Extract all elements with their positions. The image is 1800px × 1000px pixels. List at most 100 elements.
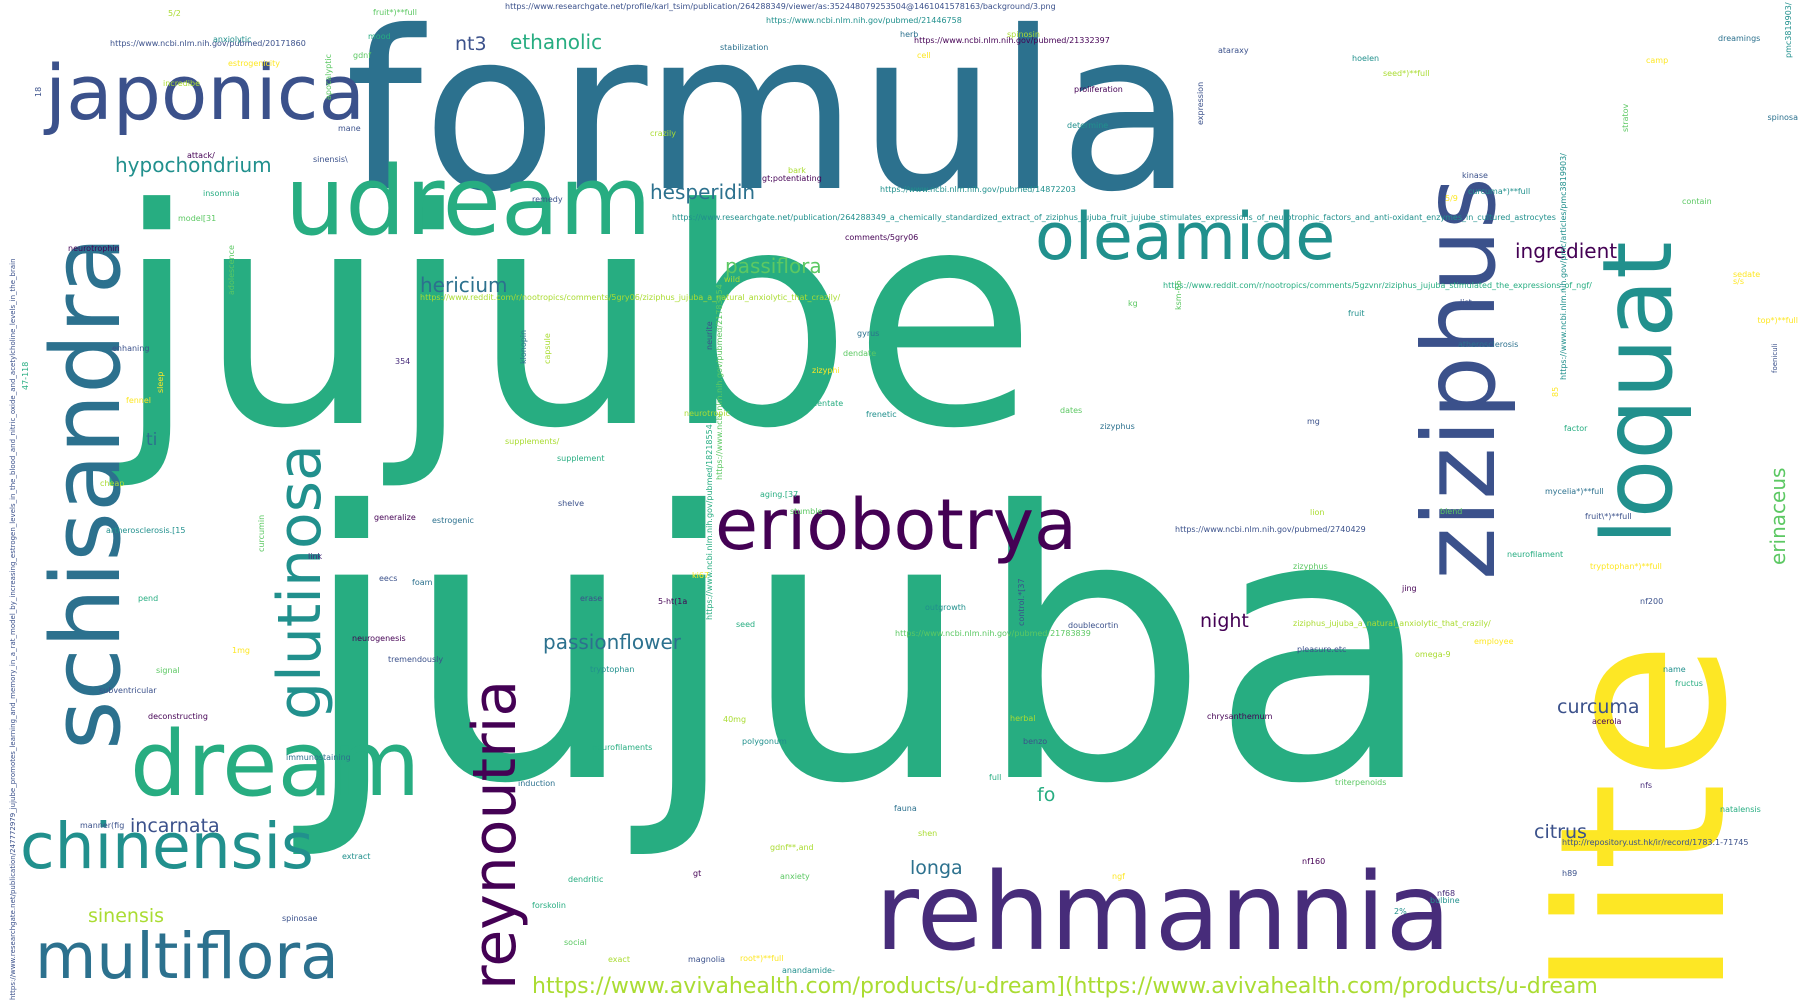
word-0: jujube (115, 145, 1037, 494)
word-56: estrogenicity (228, 59, 281, 68)
word-193: 2% (1394, 907, 1407, 916)
word-8: japonica (45, 48, 366, 137)
word-26: erinaceus (1766, 467, 1790, 565)
word-23: hericium (420, 273, 508, 297)
word-153: root*)**full (740, 954, 784, 963)
word-9: rehmannia (875, 851, 1452, 975)
word-111: cheap (100, 479, 125, 488)
word-93: ksm-66 (1174, 280, 1183, 310)
word-36: https://www.ncbi.nlm.nih.gov/pubmed/2144… (766, 16, 962, 25)
word-189: pmc3819903/ (1784, 2, 1793, 58)
word-67: proliferation (1074, 85, 1123, 94)
word-104: spinosa (1767, 113, 1798, 122)
word-182: blend (1440, 507, 1463, 516)
word-135: induction (518, 779, 556, 788)
word-68: determine (1067, 121, 1109, 130)
word-49: https://www.ncbi.nlm.nih.gov/pubmed/2178… (715, 284, 724, 480)
word-29: longa (910, 857, 963, 879)
word-119: curcumin (257, 514, 266, 552)
word-129: tremendously (388, 655, 444, 664)
word-38: https://www.ncbi.nlm.nih.gov/pubmed/2133… (914, 36, 1110, 45)
word-37: https://www.ncbi.nlm.nih.gov/pubmed/2017… (110, 39, 306, 48)
word-42: https://www.reddit.com/r/nootropics/comm… (420, 293, 841, 302)
word-77: model[31 (178, 214, 217, 223)
word-151: anxiety (780, 872, 810, 881)
word-179: neurofilament (1507, 550, 1564, 559)
word-159: extract (342, 852, 371, 861)
word-169: h89 (1562, 869, 1578, 878)
word-31: citrus (1534, 821, 1587, 843)
word-58: apocalyptic (324, 54, 333, 100)
word-21: ethanolic (510, 30, 603, 54)
word-85: gyrus (857, 329, 880, 338)
word-106: mg (1307, 417, 1320, 426)
word-184: factor (1564, 424, 1588, 433)
word-69: mane (338, 124, 361, 133)
word-186: 85 (1551, 386, 1560, 397)
word-181: fruit\*)**full (1585, 512, 1632, 521)
word-78: neurotrophin (68, 244, 120, 253)
word-192: 5/2 (168, 9, 181, 18)
word-148: shen (918, 829, 938, 838)
word-52: stabilization (720, 43, 769, 52)
word-86: dendate (843, 349, 877, 358)
word-187: neurotropic (684, 409, 730, 418)
word-154: anandamide- (782, 966, 835, 975)
word-178: zizyphus (1293, 562, 1328, 571)
word-14: dream (130, 712, 421, 817)
word-75: bark (788, 166, 806, 175)
word-138: outgrowth (925, 603, 966, 612)
word-1: jujuba (300, 435, 1437, 865)
word-103: dreamings (1718, 34, 1761, 43)
word-139: doublecortin (1068, 621, 1119, 630)
word-115: generalize (374, 513, 416, 522)
word-43: https://www.ncbi.nlm.nih.gov/pubmed/2740… (1175, 525, 1366, 534)
word-65: seed*)**full (1383, 69, 1430, 78)
word-174: omega-9 (1415, 650, 1451, 659)
word-145: benzo (1023, 737, 1048, 746)
word-172: name (1663, 665, 1686, 674)
word-20: hesperidin (650, 180, 756, 204)
word-11: oleamide (1035, 200, 1336, 275)
word-107: fennel (126, 396, 152, 405)
word-161: ngf (1112, 872, 1125, 881)
word-61: spinosin (1007, 30, 1040, 39)
word-81: 354 (395, 357, 411, 366)
word-128: neurogenesis (352, 634, 406, 643)
word-123: 5-ht(1a (658, 597, 688, 606)
word-112: supplements/ (505, 437, 560, 446)
word-73: insomnia (203, 189, 240, 198)
word-124: ki67 (692, 571, 710, 580)
word-79: adolescence (227, 245, 236, 295)
word-59: fruit*)**full (373, 8, 417, 17)
word-98: sedate (1733, 270, 1761, 279)
word-66: expression (1196, 81, 1205, 125)
word-55: gdnf (353, 51, 372, 60)
word-185: lion (1310, 508, 1325, 517)
word-170: acerola (1592, 717, 1622, 726)
word-10: eriobotrya (715, 484, 1077, 566)
word-144: herbal (1010, 714, 1036, 723)
word-39: https://www.ncbi.nlm.nih.gov/pubmed/1487… (880, 185, 1076, 194)
word-15: chinensis (20, 810, 314, 883)
word-101: curcuma*)**full (1468, 187, 1531, 196)
word-19: passionflower (543, 630, 681, 654)
word-89: frenetic (866, 410, 897, 419)
word-4: ziziphus (1401, 177, 1518, 580)
word-157: social (564, 938, 587, 947)
word-171: fructus (1675, 679, 1703, 688)
word-40: https://www.researchgate.net/publication… (672, 213, 1556, 222)
word-7: udream (285, 147, 652, 257)
word-50: https://www.researchgate.net/publication… (9, 258, 17, 1000)
word-167: nfs (1640, 781, 1653, 790)
word-152: magnolia (688, 955, 726, 964)
word-130: signal (156, 666, 180, 675)
word-2: formula (345, 0, 1194, 240)
word-188: foeniculi (1771, 343, 1779, 373)
word-156: forskolin (532, 901, 566, 910)
word-155: dendritic (568, 875, 604, 884)
word-126: aging.[37 (760, 490, 799, 499)
word-118: link (308, 552, 323, 561)
word-143: polygonum (742, 737, 787, 746)
word-84: neurite (705, 321, 714, 350)
